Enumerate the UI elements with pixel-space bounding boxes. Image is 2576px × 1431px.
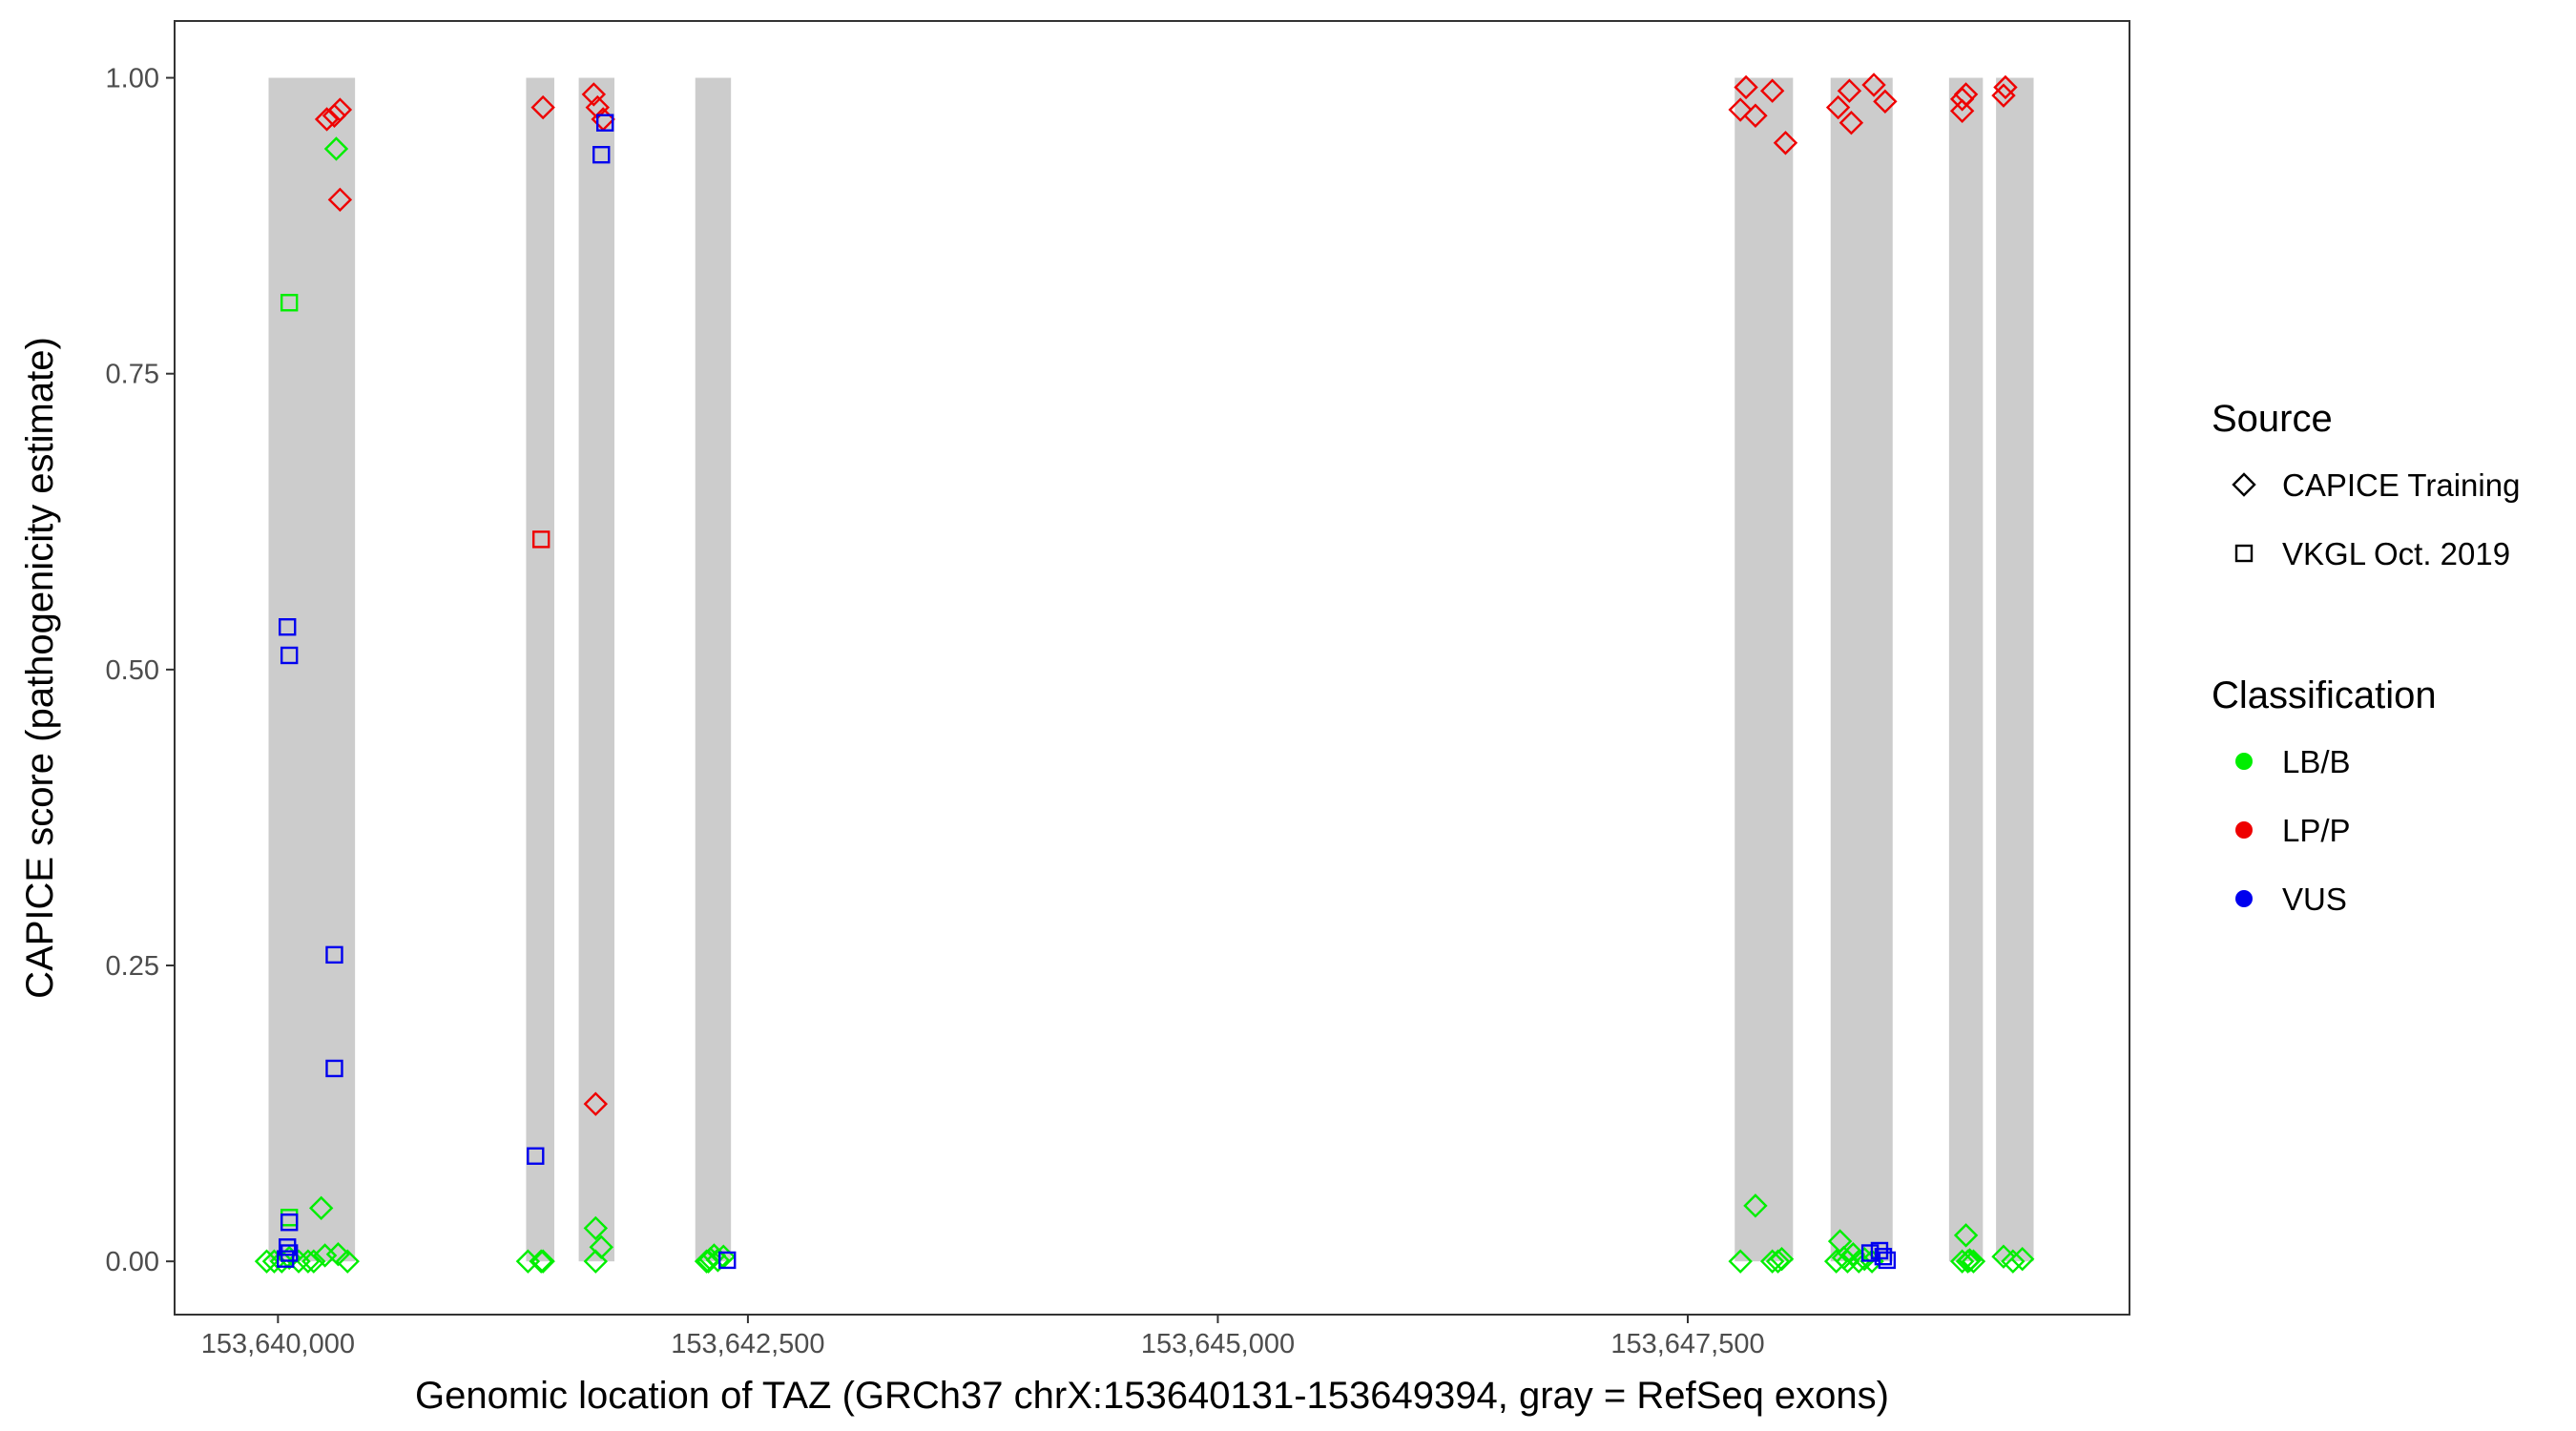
legend-key-vus <box>2235 890 2253 907</box>
training-point-lb-b <box>335 1249 360 1274</box>
legend-label-classification: LP/P <box>2282 813 2351 848</box>
x-tick-label: 153,640,000 <box>201 1329 355 1359</box>
legend-label-classification: LB/B <box>2282 744 2351 779</box>
data-points <box>254 73 2035 1274</box>
x-tick-label: 153,642,500 <box>671 1329 824 1359</box>
exon-band-5 <box>1735 77 1794 1262</box>
training-point-lp-p <box>1728 97 1753 122</box>
training-point-lp-p <box>1839 110 1864 135</box>
vkgl-point-vus <box>592 145 611 164</box>
training-point-lb-b <box>529 1249 553 1274</box>
y-tick-label: 0.75 <box>106 360 159 390</box>
vkgl-point-vus <box>325 945 343 964</box>
training-point-lp-p <box>1861 73 1886 97</box>
training-point-lp-p <box>530 94 555 120</box>
legend-key-diamond <box>2232 472 2256 497</box>
training-point-lb-b <box>1769 1246 1795 1272</box>
training-point-lp-p <box>1837 78 1862 103</box>
training-point-lb-b <box>1949 1249 1975 1274</box>
training-point-lb-b <box>296 1249 321 1274</box>
vkgl-point-lb-b <box>280 294 299 312</box>
exon-band-7 <box>1948 77 1984 1262</box>
vkgl-point-vus <box>1860 1244 1880 1262</box>
training-point-lp-p <box>327 187 353 213</box>
exon-band-6 <box>1830 77 1893 1262</box>
vkgl-point-vus <box>325 1059 343 1078</box>
training-point-lb-b <box>325 1242 351 1267</box>
training-point-lp-p <box>327 97 353 122</box>
training-point-lb-b <box>583 1215 609 1241</box>
legend-classification-title: Classification <box>2212 674 2437 716</box>
training-point-lb-b <box>2001 1249 2025 1274</box>
vkgl-point-vus <box>279 617 297 636</box>
vkgl-point-vus <box>527 1147 545 1165</box>
vkgl-point-vus <box>1874 1248 1893 1266</box>
legend-key-lp-p <box>2235 821 2253 839</box>
exon-band-1 <box>268 77 356 1262</box>
training-point-lb-b <box>312 1243 338 1268</box>
training-point-lp-p <box>1949 98 1975 123</box>
exon-band-2 <box>526 77 554 1262</box>
training-point-lp-p <box>1873 89 1898 114</box>
legend-label-classification: VUS <box>2282 881 2347 917</box>
y-axis-title: CAPICE score (pathogenicity estimate) <box>19 337 61 999</box>
vkgl-point-vus <box>277 1250 295 1268</box>
training-point-lb-b <box>1743 1193 1768 1218</box>
vkgl-point-vus <box>595 114 614 132</box>
training-point-lb-b <box>301 1249 326 1274</box>
vkgl-point-vus <box>718 1251 737 1270</box>
training-point-lb-b <box>1759 1249 1785 1274</box>
x-tick-label: 153,645,000 <box>1141 1329 1295 1359</box>
exon-bands <box>268 77 2034 1262</box>
exon-band-3 <box>578 77 615 1262</box>
axes: 0.00 0.25 0.50 0.75 1.00 153,640,000 153,642,5… <box>106 64 1765 1359</box>
training-point-lb-b <box>2010 1246 2035 1272</box>
training-point-lp-p <box>1993 74 2018 100</box>
training-point-lb-b <box>308 1195 334 1221</box>
vkgl-point-vus <box>280 1213 299 1232</box>
training-point-lb-b <box>269 1249 294 1274</box>
legend-label-source: VKGL Oct. 2019 <box>2282 536 2510 571</box>
training-point-lb-b <box>1957 1248 1983 1273</box>
legend-source-title: Source <box>2212 398 2333 440</box>
training-point-lp-p <box>581 82 607 107</box>
training-point-lp-p <box>1759 78 1785 103</box>
y-tick-label: 0.00 <box>106 1247 159 1277</box>
x-tick-label: 153,647,500 <box>1610 1329 1764 1359</box>
y-tick-label: 0.25 <box>106 951 159 982</box>
training-point-lp-p <box>314 107 340 132</box>
training-point-lp-p <box>322 103 347 128</box>
training-point-lp-p <box>1773 131 1798 156</box>
legend-key-lb-b <box>2235 753 2253 770</box>
y-tick-label: 0.50 <box>106 655 159 686</box>
training-point-lb-b <box>705 1248 731 1273</box>
vkgl-point-lp-p <box>531 530 551 549</box>
training-point-lp-p <box>1734 74 1758 100</box>
training-point-lb-b <box>530 1249 555 1274</box>
legend: Source Classification CAPICE Training VKG… <box>2212 398 2520 917</box>
training-point-lb-b <box>1961 1249 1986 1274</box>
exon-band-8 <box>1996 77 2034 1262</box>
legend-key-square <box>2234 544 2254 563</box>
training-point-lp-p <box>1825 94 1851 120</box>
vkgl-point-vus <box>1878 1251 1897 1270</box>
vkgl-point-vus <box>279 1238 297 1256</box>
vkgl-point-vus <box>280 1244 299 1262</box>
plot-panel-border <box>174 20 2130 1316</box>
exon-band-4 <box>695 77 732 1262</box>
training-point-lp-p <box>1743 103 1768 128</box>
vkgl-point-vus <box>280 646 299 665</box>
x-axis-title: Genomic location of TAZ (GRCh37 chrX:153… <box>415 1375 1889 1417</box>
training-point-lb-b <box>323 136 349 161</box>
training-point-lb-b <box>1953 1223 1979 1248</box>
training-point-lb-b <box>589 1234 613 1259</box>
legend-label-source: CAPICE Training <box>2282 467 2520 503</box>
training-point-lb-b <box>1823 1249 1849 1274</box>
training-point-lb-b <box>1728 1249 1753 1274</box>
training-point-lp-p <box>583 1091 609 1116</box>
y-tick-label: 1.00 <box>106 64 159 94</box>
